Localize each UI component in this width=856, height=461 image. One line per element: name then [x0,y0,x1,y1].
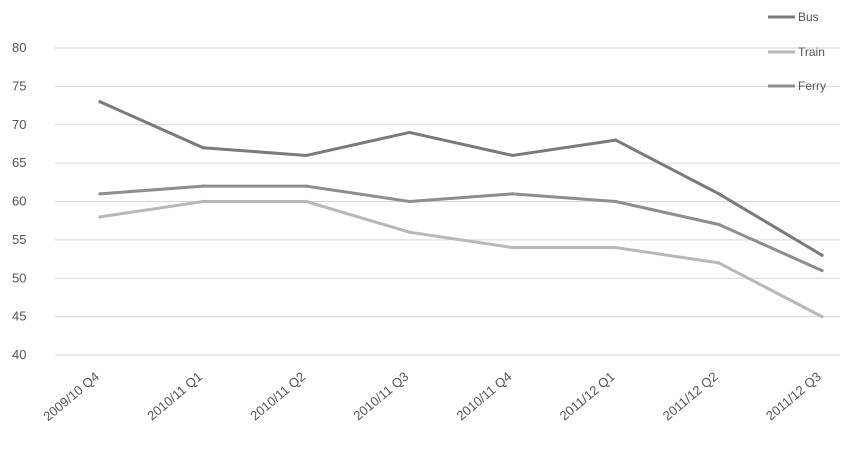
x-axis-ticks: 2009/10 Q4 2010/11 Q1 2010/11 Q2 2010/11 Q3… [40,369,824,424]
y-tick-label: 40 [12,347,26,362]
data-point-ferry [98,192,102,196]
data-point-bus [717,192,721,196]
y-tick-label: 70 [12,117,26,132]
x-tick-label: 2011/12 Q3 [763,369,824,424]
data-point-bus [98,100,102,104]
series-line-train [98,200,824,319]
data-point-bus [614,138,618,142]
data-point-bus [510,153,515,158]
series-line-bus [98,100,824,257]
x-tick-label: 2009/10 Q4 [40,369,102,424]
data-point-ferry [510,192,515,196]
data-point-ferry [820,268,824,273]
data-point-train [304,199,308,204]
data-point-bus [304,153,308,158]
y-tick-label: 75 [12,78,26,93]
legend-label-train: Train [798,45,825,59]
data-point-ferry [614,199,618,204]
data-point-train [820,315,824,319]
legend-label-bus: Bus [798,10,819,24]
data-point-train [98,215,102,219]
data-point-bus [820,253,824,257]
data-point-train [510,245,515,250]
y-tick-label: 55 [12,232,26,247]
data-point-ferry [717,222,721,227]
x-tick-label: 2011/12 Q2 [660,369,721,424]
x-tick-label: 2010/11 Q1 [144,369,205,424]
data-point-train [201,199,205,204]
data-point-ferry [407,199,412,204]
x-tick-label: 2010/11 Q3 [350,369,411,424]
data-point-bus [407,130,412,135]
gridlines [55,47,840,356]
data-point-ferry [304,184,308,188]
y-tick-label: 50 [12,270,26,285]
y-tick-label: 80 [12,40,26,55]
series-lines [98,100,824,319]
y-axis-ticks: 80 75 70 65 60 55 50 45 40 [12,40,26,362]
y-tick-label: 45 [12,309,26,324]
x-tick-label: 2010/11 Q4 [454,369,515,424]
x-tick-label: 2011/12 Q1 [557,369,618,424]
data-point-ferry [201,184,205,188]
data-point-train [407,230,412,234]
x-tick-label: 2010/11 Q2 [247,369,308,424]
y-tick-label: 65 [12,155,26,170]
data-point-bus [201,146,205,150]
y-tick-label: 60 [12,194,26,209]
data-point-train [614,245,618,250]
data-point-train [717,261,721,265]
legend-label-ferry: Ferry [798,79,826,93]
legend: Bus Train Ferry [768,10,826,93]
series-line-ferry [98,184,824,273]
